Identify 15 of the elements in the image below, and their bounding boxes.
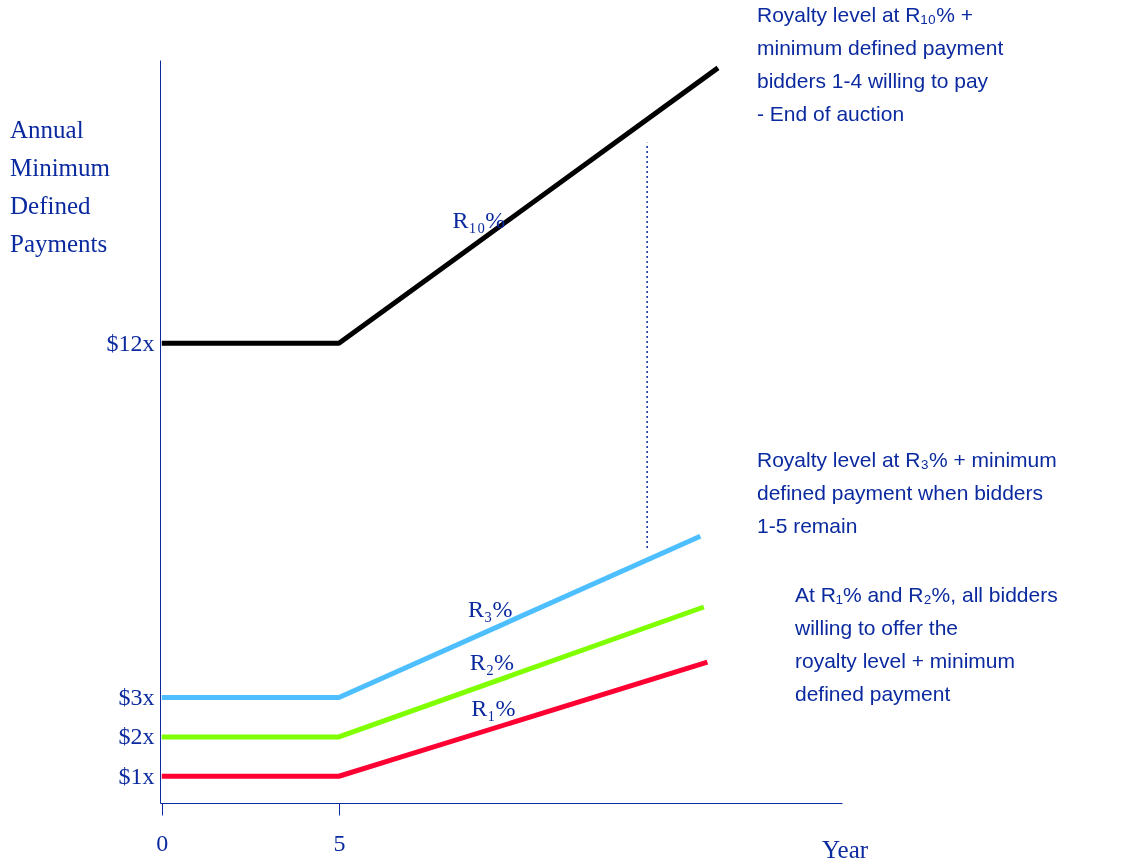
annotation: Royalty level at R₁₀% + minimum defined payment bidders 1-4 willing to pay - End of auction xyxy=(757,3,1004,125)
y-tick-label: $2x xyxy=(118,723,155,750)
series-label: R₃% xyxy=(468,596,513,623)
x-tick-label: 0 xyxy=(156,829,169,856)
series-label: R₂% xyxy=(469,649,515,676)
annotation: Royalty level at R₃% + minimum defined payment when bidders 1-5 remain xyxy=(757,448,1057,537)
series-label: R₁₀% xyxy=(452,206,506,233)
y-tick-label: $12x xyxy=(106,329,155,356)
y-tick-label: $3x xyxy=(118,684,155,711)
x-tick-label: 5 xyxy=(333,829,346,856)
y-tick-label: $1x xyxy=(118,762,155,789)
series-label: R₁% xyxy=(471,695,516,722)
x-axis-title: Year xyxy=(822,836,869,863)
annotation: At R₁% and R₂%, all bidders willing to offer the royalty level + minimum defined payment xyxy=(794,583,1058,705)
y-axis-title: Annual Minimum Defined Payments xyxy=(10,116,111,257)
